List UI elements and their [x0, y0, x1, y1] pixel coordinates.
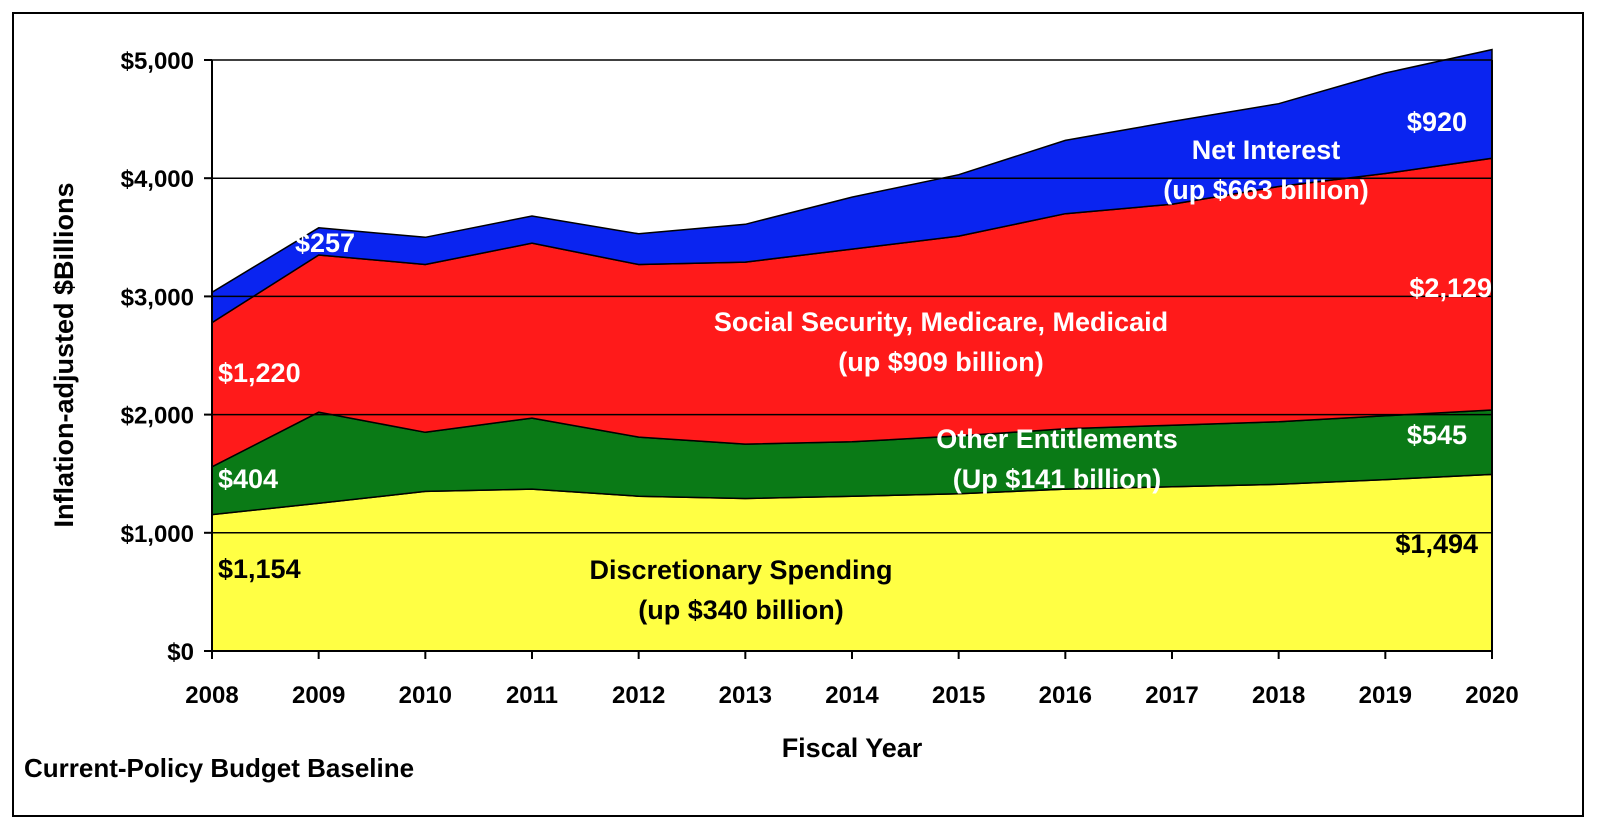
x-tick-label: 2015 — [932, 682, 985, 709]
y-tick-label: $5,000 — [121, 48, 194, 75]
data-annotation: (Up $141 billion) — [953, 464, 1162, 494]
data-annotation: Social Security, Medicare, Medicaid — [714, 307, 1168, 337]
data-annotation: (up $663 billion) — [1163, 175, 1369, 205]
x-tick-label: 2013 — [719, 682, 772, 709]
x-tick-label: 2012 — [612, 682, 665, 709]
x-axis-title: Fiscal Year — [782, 733, 923, 763]
y-tick-label: $4,000 — [121, 166, 194, 193]
data-annotation: $2,129 — [1409, 273, 1492, 303]
x-tick-label: 2020 — [1465, 682, 1518, 709]
gridlines — [212, 59, 1492, 534]
data-annotation: $1,220 — [218, 358, 301, 388]
data-annotation: (up $340 billion) — [638, 595, 844, 625]
data-annotation: (up $909 billion) — [838, 347, 1044, 377]
annotations: $257 $1,220 $404 $1,154 $920 $2,129 $545 $1,494… — [218, 107, 1492, 625]
x-tick-label: 2014 — [825, 682, 879, 709]
data-annotation: Other Entitlements — [936, 424, 1178, 454]
data-annotation: $404 — [218, 464, 278, 494]
data-annotation: $1,154 — [218, 554, 301, 584]
x-tick-label: 2018 — [1252, 682, 1305, 709]
y-tick-label: $1,000 — [121, 521, 194, 548]
x-tick-label: 2010 — [399, 682, 452, 709]
x-tick-label: 2008 — [185, 682, 238, 709]
y-tick-label: $0 — [167, 639, 194, 666]
x-tick-label: 2019 — [1359, 682, 1412, 709]
data-annotation: $257 — [295, 228, 355, 258]
footnote: Current-Policy Budget Baseline — [24, 753, 415, 783]
y-axis-title: Inflation-adjusted $Billions — [49, 182, 79, 527]
x-tick-label: 2017 — [1145, 682, 1198, 709]
data-annotation: $545 — [1407, 420, 1467, 450]
data-annotation: $920 — [1407, 107, 1467, 137]
y-tick-label: $3,000 — [121, 284, 194, 311]
data-annotation: $1,494 — [1395, 529, 1478, 559]
y-tick-label: $2,000 — [121, 403, 194, 430]
x-tick-label: 2016 — [1039, 682, 1092, 709]
data-annotation: Net Interest — [1192, 135, 1341, 165]
x-tick-label: 2011 — [506, 682, 558, 709]
data-annotation: Discretionary Spending — [589, 555, 892, 585]
axes: $0 $1,000 $2,000 $3,000 $4,000 $5,000 2008 2009… — [121, 48, 1519, 709]
x-tick-label: 2009 — [292, 682, 345, 709]
